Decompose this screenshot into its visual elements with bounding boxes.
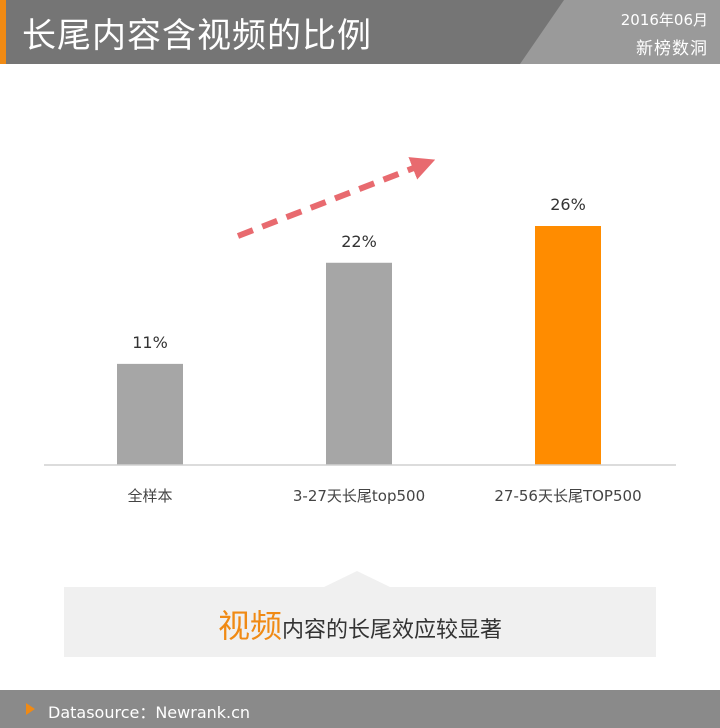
report-date: 2016年06月 bbox=[620, 11, 708, 29]
callout-rest: 内容的长尾效应较显著 bbox=[282, 618, 503, 643]
category-label: 3-27天长尾top500 bbox=[293, 487, 425, 505]
footer-bar: Datasource：Newrank.cn bbox=[0, 690, 720, 728]
header-accent-stripe bbox=[0, 0, 6, 64]
datasource-text: Datasource：Newrank.cn bbox=[48, 703, 251, 722]
bar-value-label: 26% bbox=[550, 195, 586, 214]
bar-value-label: 22% bbox=[341, 232, 377, 251]
category-label: 27-56天长尾TOP500 bbox=[494, 487, 641, 505]
callout-text: 视频内容的长尾效应较显著 bbox=[64, 601, 656, 647]
bar-3 bbox=[535, 226, 601, 465]
header-bar: 长尾内容含视频的比例 2016年06月 新榜数洞 bbox=[0, 0, 720, 64]
bar-1 bbox=[117, 363, 183, 465]
callout-box: 视频内容的长尾效应较显著 bbox=[64, 587, 656, 657]
play-triangle-icon bbox=[26, 703, 35, 715]
bar-2 bbox=[326, 262, 392, 465]
category-label: 全样本 bbox=[127, 487, 172, 505]
brand-name: 新榜数洞 bbox=[636, 39, 708, 59]
bar-value-label: 11% bbox=[132, 333, 168, 352]
trend-arrow bbox=[236, 157, 436, 239]
bar-chart: 11% 全样本 22% 3-27天长尾top500 26% 27-56天长尾TOP500 bbox=[44, 157, 676, 505]
page-title: 长尾内容含视频的比例 bbox=[22, 16, 372, 56]
callout-highlight: 视频 bbox=[217, 607, 282, 645]
callout-pointer bbox=[322, 571, 392, 588]
